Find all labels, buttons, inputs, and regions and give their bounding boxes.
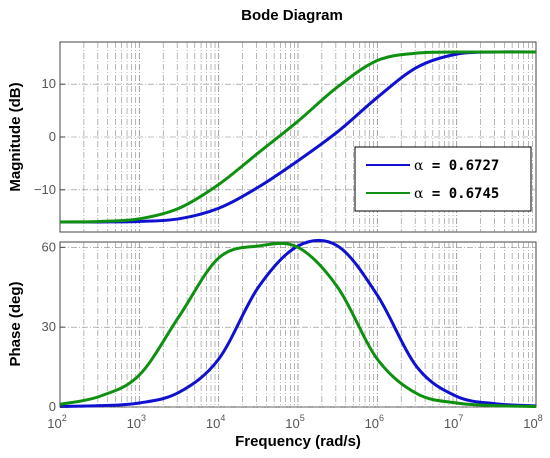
magnitude-y-ticks: −10 0 10 [34,76,65,197]
x-tick-label: 108 [523,413,542,431]
x-tick-label: 107 [444,413,463,431]
x-tick-label: 104 [206,413,225,431]
phase-ytick-label: 0 [49,399,56,414]
magnitude-ylabel: Magnitude (dB) [7,82,24,191]
magnitude-lines [59,50,537,224]
magnitude-ytick-label: −10 [34,182,56,197]
phase-ytick-label: 30 [42,319,56,334]
figure-title: Bode Diagram [241,7,343,24]
x-tick-label: 103 [127,413,146,431]
phase-ylabel: Phase (deg) [7,281,24,366]
magnitude-ytick-label: 10 [42,76,56,91]
magnitude-series-2-line [59,50,536,224]
phase-series-2-line [59,241,537,408]
legend-box [354,146,532,212]
legend-entry-1: α = 0.6727 [414,158,499,174]
x-tick-label: 102 [47,413,66,431]
x-tick-label: 105 [285,413,304,431]
legend-entry-2: α = 0.6745 [414,186,499,202]
magnitude-ytick-label: 0 [49,129,56,144]
phase-lines [59,238,537,408]
x-tick-label: 106 [365,413,384,431]
phase-ytick-label: 60 [42,239,56,254]
magnitude-series-1-line [59,50,537,224]
phase-grid [60,242,536,408]
x-axis-label: Frequency (rad/s) [235,433,361,450]
phase-y-ticks: 0 30 60 [42,239,65,414]
x-tick-labels: 102 103 104 105 106 107 108 [47,413,542,431]
phase-panel: 0 30 60 Phase (deg) [7,238,537,414]
magnitude-panel: −10 0 10 Magnitude (dB) [7,41,537,233]
legend: α = 0.6727 α = 0.6745 [354,146,532,212]
